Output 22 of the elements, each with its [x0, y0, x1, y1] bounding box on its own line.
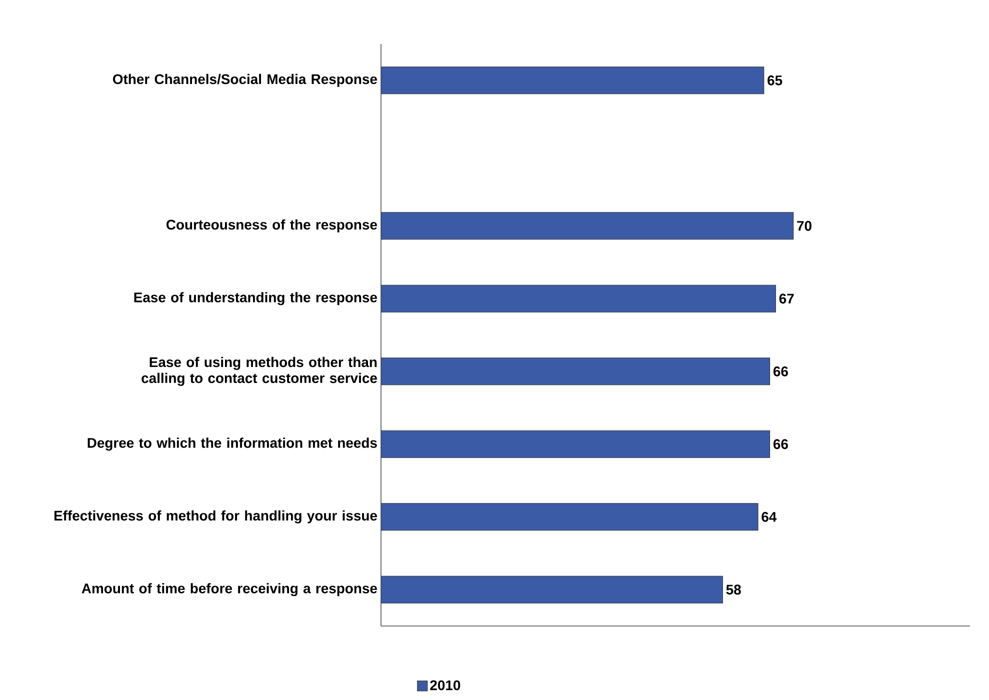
legend-label: 2010	[430, 680, 460, 690]
data-label: 67	[779, 294, 794, 304]
bar	[381, 358, 770, 386]
bar	[381, 430, 770, 458]
bar	[381, 212, 794, 240]
y-tick-label: Courteousness of the response	[166, 219, 377, 232]
data-label: 70	[797, 220, 812, 231]
bar	[381, 503, 758, 531]
y-tick-label: Other Channels/Social Media Response	[112, 74, 377, 87]
data-label: 58	[726, 584, 741, 595]
bar	[381, 576, 723, 604]
y-tick-label: Ease of using methods other than calling to contact customer service	[142, 356, 377, 386]
y-tick-label: Degree to which the information met needs	[88, 438, 377, 451]
data-label: 66	[773, 366, 788, 376]
y-tick-label: Effectiveness of method for handling your issue	[54, 510, 377, 524]
data-label: 65	[768, 75, 782, 86]
data-label: 66	[773, 439, 788, 450]
y-tick-label: Ease of understanding the response	[134, 292, 377, 306]
bar	[381, 284, 776, 312]
y-tick-label: Amount of time before receiving a response	[82, 583, 377, 596]
data-label: 64	[762, 512, 777, 522]
bar	[381, 66, 764, 94]
